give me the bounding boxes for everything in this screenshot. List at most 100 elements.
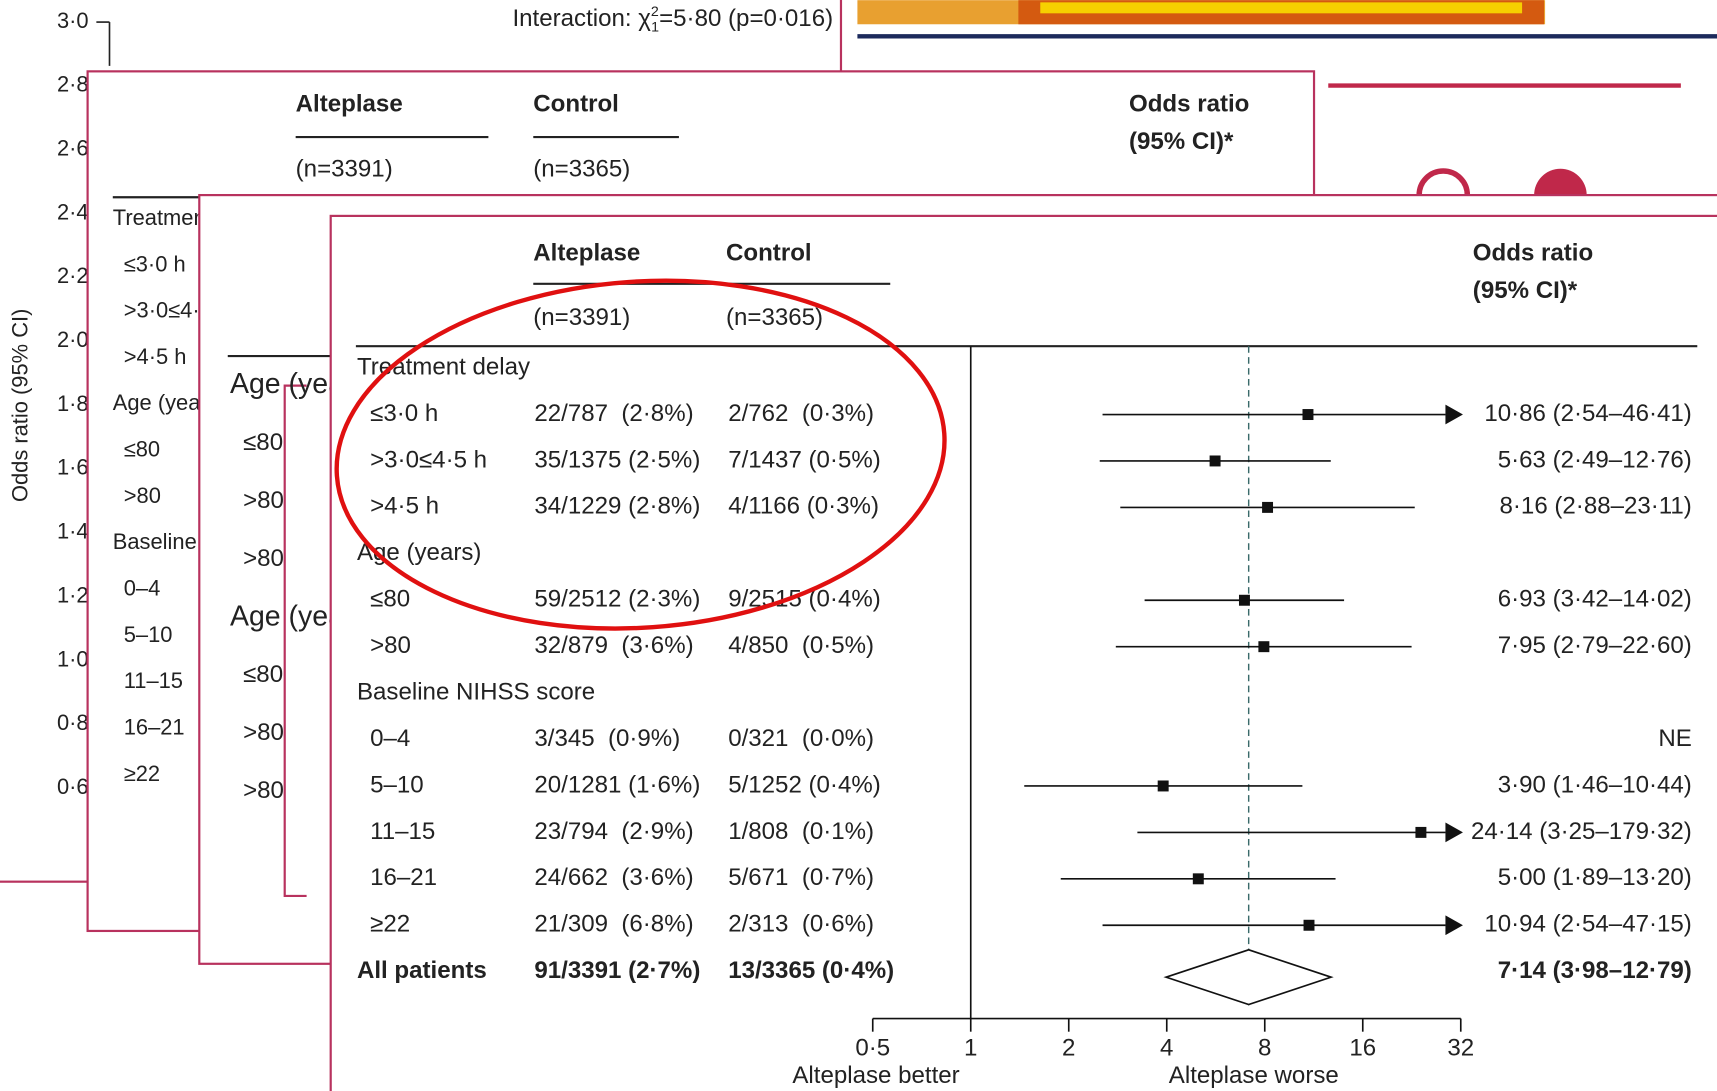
point-estimate bbox=[1262, 502, 1273, 513]
row-label: ≥22 bbox=[370, 911, 410, 938]
row-label: ≤80 bbox=[124, 437, 160, 462]
y-tick-label: 1·6 bbox=[57, 455, 89, 480]
column-header: (95% CI)* bbox=[1473, 277, 1578, 304]
y-tick-label: 3·0 bbox=[57, 8, 89, 33]
y-tick-label: 1·0 bbox=[57, 646, 89, 671]
x-tick-label: 2 bbox=[1062, 1035, 1075, 1062]
row-label: All patients bbox=[357, 957, 487, 984]
y-tick-label: 2·4 bbox=[57, 199, 89, 224]
or-label: 7·95 (2·79–22·60) bbox=[1498, 632, 1692, 659]
control-cell: 0/321 (0·0%) bbox=[728, 725, 874, 752]
alteplase-cell: 91/3391 (2·7%) bbox=[534, 957, 700, 984]
control-cell: 2/762 (0·3%) bbox=[728, 400, 874, 427]
column-n: (n=3365) bbox=[726, 304, 823, 331]
row-label: >3·0≤4·5 h bbox=[370, 446, 487, 473]
group-label: Baseline NIHSS score bbox=[357, 678, 595, 705]
control-cell: 5/1252 (0·4%) bbox=[728, 771, 881, 798]
y-tick-label: 2·2 bbox=[57, 263, 89, 288]
alteplase-cell: 22/787 (2·8%) bbox=[534, 400, 693, 427]
annotation-text: 2 bbox=[651, 4, 659, 20]
row-label: ≤3·0 h bbox=[370, 400, 438, 427]
or-label: 6·93 (3·42–14·02) bbox=[1498, 586, 1692, 613]
x-axis-label: Alteplase worse bbox=[1169, 1062, 1339, 1089]
row-label: ≤80 bbox=[243, 661, 283, 688]
column-header: Control bbox=[726, 240, 812, 267]
point-estimate bbox=[1304, 920, 1315, 931]
alteplase-cell: 3/345 (0·9%) bbox=[534, 725, 680, 752]
alteplase-cell: 23/794 (2·9%) bbox=[534, 818, 693, 845]
x-tick-label: 4 bbox=[1160, 1035, 1173, 1062]
column-header: Alteplase bbox=[296, 91, 403, 118]
column-header: Odds ratio bbox=[1473, 240, 1593, 267]
y-tick-label: 0·6 bbox=[57, 774, 89, 799]
y-tick-label: 2·8 bbox=[57, 72, 89, 97]
column-n: (n=3391) bbox=[296, 155, 393, 182]
x-tick-label: 0·5 bbox=[855, 1035, 890, 1062]
row-label: >4·5 h bbox=[124, 344, 187, 369]
y-tick-label: 2·0 bbox=[57, 327, 89, 352]
column-n: (n=3391) bbox=[533, 304, 630, 331]
row-label: ≤3·0 h bbox=[124, 251, 186, 276]
annotation-text: Interaction: χ bbox=[512, 5, 651, 32]
point-estimate bbox=[1415, 827, 1426, 838]
column-header: Alteplase bbox=[533, 240, 640, 267]
column-n: (n=3365) bbox=[533, 155, 630, 182]
x-axis-label: Alteplase better bbox=[792, 1062, 959, 1089]
row-label: 0–4 bbox=[370, 725, 410, 752]
or-label: NE bbox=[1658, 725, 1691, 752]
column-header: (95% CI)* bbox=[1129, 128, 1234, 155]
y-tick-label: 1·4 bbox=[57, 519, 89, 544]
alteplase-cell: 35/1375 (2·5%) bbox=[534, 446, 700, 473]
alteplase-cell: 32/879 (3·6%) bbox=[534, 632, 693, 659]
point-estimate bbox=[1239, 595, 1250, 606]
or-label: 3·90 (1·46–10·44) bbox=[1498, 771, 1692, 798]
x-tick-label: 32 bbox=[1447, 1035, 1474, 1062]
y-tick-label: 0·8 bbox=[57, 710, 89, 735]
row-label: >80 bbox=[124, 483, 161, 508]
row-label: >80 bbox=[243, 719, 284, 746]
annotation-text: 1 bbox=[651, 19, 659, 35]
row-label: >80 bbox=[370, 632, 411, 659]
banner-image bbox=[1040, 2, 1522, 13]
point-estimate bbox=[1258, 641, 1269, 652]
control-cell: 5/671 (0·7%) bbox=[728, 864, 874, 891]
alteplase-cell: 21/309 (6·8%) bbox=[534, 911, 693, 938]
screenshot: Interaction: χ21=5·80 (p=0·016) Odds rat… bbox=[0, 0, 1717, 1091]
point-estimate bbox=[1158, 780, 1169, 791]
row-label: 11–15 bbox=[124, 668, 183, 693]
row-label: >4·5 h bbox=[370, 493, 439, 520]
or-label: 10·94 (2·54–47·15) bbox=[1484, 911, 1691, 938]
control-cell: 4/850 (0·5%) bbox=[728, 632, 874, 659]
or-label: 5·63 (2·49–12·76) bbox=[1498, 446, 1692, 473]
row-label: >80 bbox=[243, 487, 284, 514]
or-label: 8·16 (2·88–23·11) bbox=[1500, 493, 1692, 520]
y-tick-label: 1·8 bbox=[57, 391, 89, 416]
row-label: 0–4 bbox=[124, 576, 161, 601]
row-label: 5–10 bbox=[124, 622, 173, 647]
row-label: ≥22 bbox=[124, 761, 160, 786]
annotation-text: =5·80 (p=0·016) bbox=[659, 5, 833, 32]
x-tick-label: 1 bbox=[964, 1035, 977, 1062]
alteplase-cell: 34/1229 (2·8%) bbox=[534, 493, 700, 520]
axis-label: Odds ratio (95% CI) bbox=[8, 309, 33, 502]
x-tick-label: 16 bbox=[1349, 1035, 1376, 1062]
page: Interaction: χ21=5·80 (p=0·016) Odds rat… bbox=[0, 0, 1717, 1091]
column-header: Control bbox=[533, 91, 619, 118]
alteplase-cell: 20/1281 (1·6%) bbox=[534, 771, 700, 798]
control-cell: 9/2515 (0·4%) bbox=[728, 586, 881, 613]
point-estimate bbox=[1210, 455, 1221, 466]
row-label: >80 bbox=[243, 777, 284, 804]
control-cell: 2/313 (0·6%) bbox=[728, 911, 874, 938]
alteplase-cell: 24/662 (3·6%) bbox=[534, 864, 693, 891]
column-header: Odds ratio bbox=[1129, 91, 1249, 118]
row-label: 5–10 bbox=[370, 771, 424, 798]
or-label: 10·86 (2·54–46·41) bbox=[1484, 400, 1691, 427]
control-cell: 4/1166 (0·3%) bbox=[728, 493, 879, 520]
alteplase-cell: 59/2512 (2·3%) bbox=[534, 586, 700, 613]
point-estimate bbox=[1302, 409, 1313, 420]
row-label: ≤80 bbox=[370, 586, 410, 613]
row-label: 16–21 bbox=[370, 864, 437, 891]
row-label: ≤80 bbox=[243, 429, 283, 456]
control-cell: 7/1437 (0·5%) bbox=[728, 446, 881, 473]
